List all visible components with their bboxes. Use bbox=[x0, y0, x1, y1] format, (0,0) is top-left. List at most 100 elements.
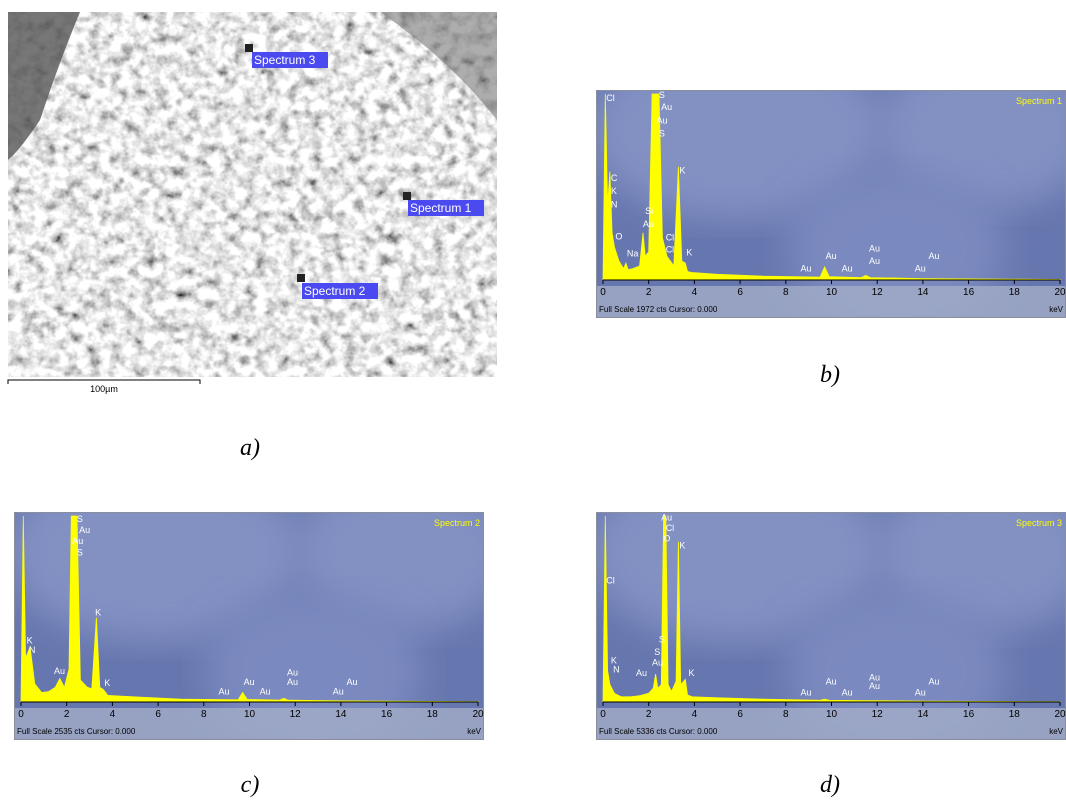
peak-label: Au bbox=[244, 677, 255, 687]
scale-bar bbox=[7, 379, 201, 384]
plot bbox=[20, 515, 479, 703]
peak-label: Au bbox=[643, 219, 654, 229]
scale-bar-label: 100µm bbox=[90, 384, 118, 394]
footer: Full Scale 1972 cts Cursor: 0.000 bbox=[599, 305, 718, 314]
plot bbox=[602, 515, 1061, 703]
peak-label: Au bbox=[869, 681, 880, 691]
peak-label: Au bbox=[869, 256, 880, 266]
x-tick-label: 12 bbox=[290, 709, 302, 720]
x-tick-label: 2 bbox=[646, 287, 652, 298]
spectrum-title: Spectrum 2 bbox=[434, 518, 480, 528]
peak-label: Au bbox=[79, 525, 90, 535]
x-tick-label: 4 bbox=[692, 287, 698, 298]
sem-image bbox=[8, 12, 497, 377]
spectrum-title: Spectrum 3 bbox=[1016, 518, 1062, 528]
x-tick-label: 8 bbox=[783, 709, 789, 720]
x-tick-label: 6 bbox=[737, 709, 743, 720]
peak-label: K bbox=[611, 186, 617, 196]
peak-label: K bbox=[611, 656, 617, 666]
sem-label: Spectrum 1 bbox=[410, 201, 472, 215]
peak-label: K bbox=[679, 541, 685, 551]
peak-label: Au bbox=[346, 677, 357, 687]
peak-label: N bbox=[611, 199, 618, 209]
peak-label: Au bbox=[72, 536, 83, 546]
peak-label: Au bbox=[260, 687, 271, 697]
peak-label: K bbox=[679, 165, 685, 175]
peak-label: Au bbox=[928, 251, 939, 261]
peak-label: Au bbox=[661, 513, 672, 523]
panel-border bbox=[14, 512, 484, 740]
peak-label: Au bbox=[928, 677, 939, 687]
x-tick-label: 6 bbox=[155, 709, 161, 720]
x-tick-label: 18 bbox=[1009, 709, 1021, 720]
bg-blob bbox=[786, 170, 1006, 318]
peak-label: Cl bbox=[606, 93, 615, 103]
peak-label: Au bbox=[652, 657, 663, 667]
peak-label: Au bbox=[636, 668, 647, 678]
x-tick-label: 16 bbox=[963, 709, 975, 720]
peak-label: Cl bbox=[666, 245, 675, 255]
x-tick-label: 4 bbox=[110, 709, 116, 720]
peak-label: K bbox=[104, 678, 110, 688]
x-tick-label: 18 bbox=[1009, 287, 1021, 298]
spectrum-title: Spectrum 1 bbox=[1016, 96, 1062, 106]
peak-label: Au bbox=[869, 244, 880, 254]
unit: keV bbox=[1049, 727, 1063, 736]
spectrum-panel: 0 2 4 6 8 10 12 14 16 18 20ClCKNONaSiAuClClSAuAuSK… bbox=[596, 90, 1066, 318]
peak-label: Cl bbox=[666, 523, 675, 533]
peak-label: Au bbox=[657, 115, 668, 125]
x-tick-label: 18 bbox=[427, 709, 439, 720]
x-tick-label: 8 bbox=[201, 709, 207, 720]
footer-strip bbox=[596, 286, 1066, 318]
peak-label: Cl bbox=[666, 232, 675, 242]
x-tick-label: 4 bbox=[692, 709, 698, 720]
peak-label: O bbox=[663, 534, 670, 544]
caption: d) bbox=[820, 772, 840, 798]
caption: c) bbox=[241, 772, 260, 798]
spectrum-panel: 0 2 4 6 8 10 12 14 16 18 20SAuAuSKNAuKKAuAuAuAuAuA… bbox=[14, 512, 484, 740]
x-tick-label: 16 bbox=[963, 287, 975, 298]
peak-label: C bbox=[611, 173, 618, 183]
peak-label: Au bbox=[842, 688, 853, 698]
peak-label: K bbox=[95, 607, 101, 617]
peak-label: Au bbox=[826, 251, 837, 261]
x-tick-label: 16 bbox=[381, 709, 393, 720]
x-tick-label: 12 bbox=[872, 709, 884, 720]
sem-label: Spectrum 3 bbox=[254, 53, 316, 67]
unit: keV bbox=[1049, 305, 1063, 314]
bg-blob bbox=[786, 592, 1006, 740]
spectrum-area bbox=[20, 515, 479, 703]
peak-label: Au bbox=[842, 264, 853, 274]
peak-label: K bbox=[27, 635, 33, 645]
x-tick-label: 10 bbox=[244, 709, 256, 720]
peak-label: N bbox=[29, 645, 36, 655]
peak-label: S bbox=[77, 547, 83, 557]
peak-label: Au bbox=[287, 668, 298, 678]
sem-labels: Spectrum 3 Spectrum 1 Spectrum 2 bbox=[252, 52, 484, 299]
plot bbox=[602, 93, 1061, 281]
peak-label: Au bbox=[287, 677, 298, 687]
sem-markers bbox=[245, 44, 411, 282]
x-tick-label: 8 bbox=[783, 287, 789, 298]
peak-label: Cl bbox=[606, 575, 615, 585]
x-tick-label: 14 bbox=[917, 287, 929, 298]
peak-label: Au bbox=[54, 666, 65, 676]
x-tick-label: 14 bbox=[917, 709, 929, 720]
spectrum-area bbox=[602, 515, 1061, 703]
peak-label: K bbox=[686, 247, 692, 257]
footer-strip bbox=[596, 708, 1066, 740]
charts: 0 2 4 6 8 10 12 14 16 18 20ClCKNONaSiAuClClSAuAuSK… bbox=[14, 90, 1066, 798]
peak-label: Au bbox=[661, 102, 672, 112]
peak-label: S bbox=[659, 635, 665, 645]
x-tick-label: 0 bbox=[600, 287, 606, 298]
x-tick-label: 20 bbox=[1054, 709, 1066, 720]
peak-label: S bbox=[659, 129, 665, 139]
peak-label: Au bbox=[801, 688, 812, 698]
bg-blob bbox=[204, 592, 424, 740]
peak-label: Au bbox=[333, 687, 344, 697]
bg-blob bbox=[14, 512, 304, 642]
unit: keV bbox=[467, 727, 481, 736]
